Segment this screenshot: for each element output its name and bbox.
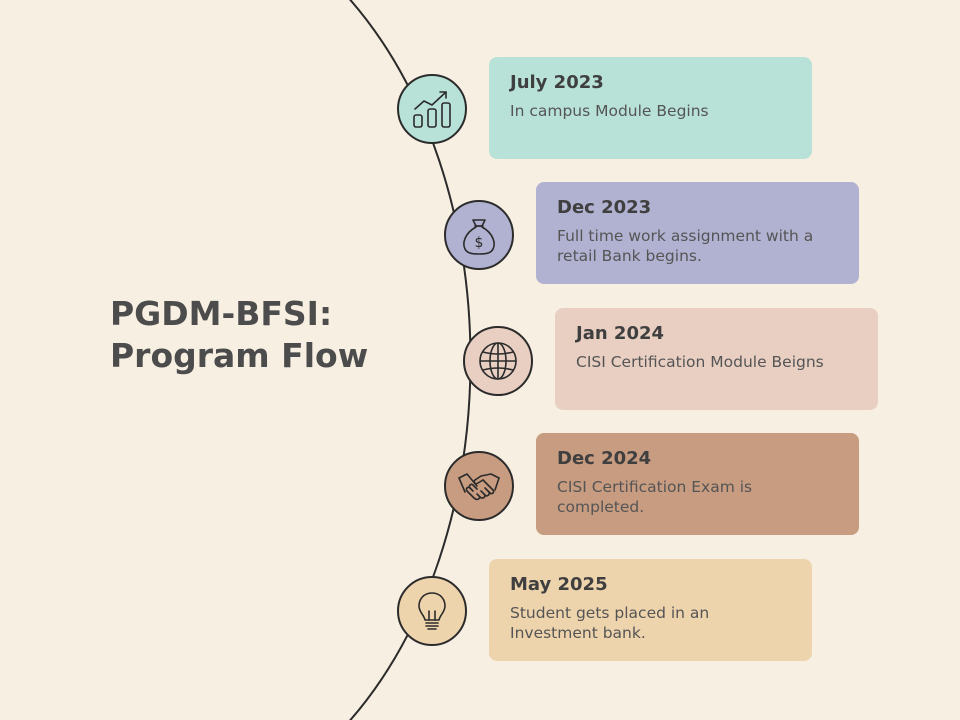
lightbulb-icon <box>418 592 446 630</box>
page-title: PGDM-BFSI: Program Flow <box>110 293 368 377</box>
milestone-date: July 2023 <box>510 72 604 93</box>
handshake-icon <box>458 473 500 501</box>
milestone-description: Full time work assignment with a retail … <box>557 227 814 265</box>
milestone-date: May 2025 <box>510 574 608 595</box>
milestone-node-2: $ <box>444 200 514 270</box>
milestone-card-2: Dec 2023 Full time work assignment with … <box>536 182 859 284</box>
milestone-node-1 <box>397 74 467 144</box>
milestone-card-4: Dec 2024 CISI Certification Exam is comp… <box>536 433 859 535</box>
milestone-node-4 <box>444 451 514 521</box>
growth-chart-icon <box>413 91 451 128</box>
money-bag-icon: $ <box>463 219 495 255</box>
milestone-date: Dec 2023 <box>557 197 652 218</box>
milestone-node-5 <box>397 576 467 646</box>
milestone-card-3: Jan 2024 CISI Certification Module Beign… <box>555 308 878 410</box>
milestone-date: Jan 2024 <box>576 323 665 344</box>
milestone-description: Student gets placed in an Investment ban… <box>510 604 710 642</box>
milestone-card-5: May 2025 Student gets placed in an Inves… <box>489 559 812 661</box>
milestone-date: Dec 2024 <box>557 448 652 469</box>
milestone-description: CISI Certification Module Beigns <box>576 353 824 371</box>
title-line-1: PGDM-BFSI: <box>110 294 333 333</box>
svg-text:$: $ <box>475 235 484 251</box>
milestone-description: In campus Module Begins <box>510 102 709 120</box>
globe-icon <box>479 342 517 380</box>
milestone-node-3 <box>463 326 533 396</box>
milestone-card-1: July 2023 In campus Module Begins <box>489 57 812 159</box>
milestone-description: CISI Certification Exam is completed. <box>557 478 753 516</box>
title-line-2: Program Flow <box>110 336 369 375</box>
